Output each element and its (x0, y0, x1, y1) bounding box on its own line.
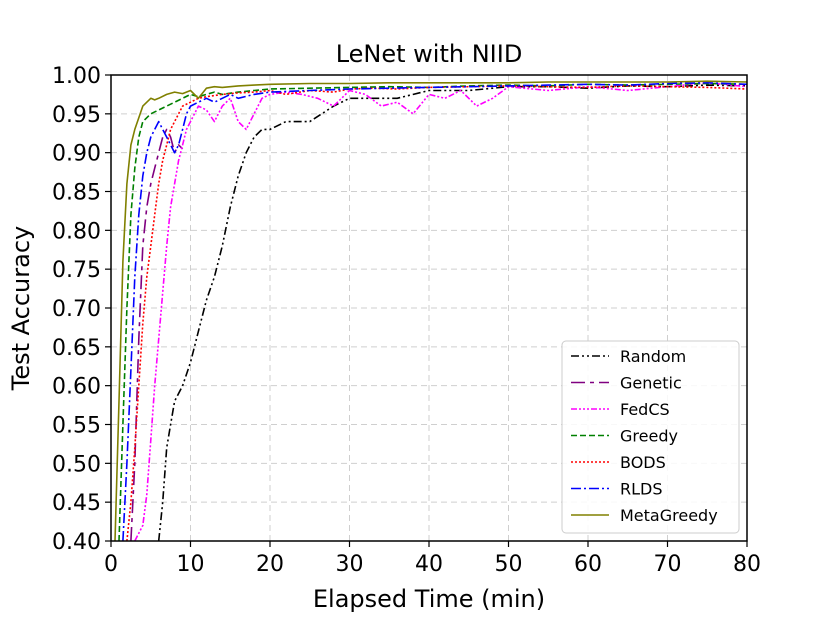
series-line-metagreedy (114, 80, 747, 541)
legend-label-random: Random (620, 347, 686, 366)
series-line-rlds (122, 82, 747, 541)
x-axis-title: Elapsed Time (min) (313, 585, 545, 613)
x-tick-label: 50 (495, 552, 523, 577)
x-tick-label: 10 (177, 552, 205, 577)
y-tick-label: 0.85 (52, 181, 101, 206)
y-axis-ticks: 0.40 0.45 0.50 0.55 0.60 0.65 0.70 0.75 0.80 0.85… (52, 64, 111, 555)
y-tick-label: 0.40 (52, 530, 101, 555)
x-tick-label: 60 (574, 552, 602, 577)
y-tick-label: 0.95 (52, 103, 101, 128)
y-tick-label: 0.50 (52, 452, 101, 477)
series-line-bods (126, 85, 747, 541)
series-lines (114, 80, 747, 541)
legend-label-metagreedy: MetaGreedy (620, 506, 718, 525)
y-tick-label: 0.45 (52, 491, 101, 516)
y-tick-label: 0.60 (52, 375, 101, 400)
x-tick-label: 80 (733, 552, 761, 577)
series-line-random (157, 84, 747, 541)
x-tick-label: 0 (104, 552, 118, 577)
legend-box (561, 340, 740, 534)
y-tick-label: 0.65 (52, 336, 101, 361)
x-tick-label: 30 (336, 552, 364, 577)
chart-title: LeNet with NIID (336, 40, 523, 68)
x-tick-label: 40 (415, 552, 443, 577)
x-axis-ticks: 0 10 20 30 40 50 60 70 80 (104, 541, 761, 577)
legend-label-greedy: Greedy (620, 427, 678, 446)
y-tick-label: 1.00 (52, 64, 101, 89)
y-tick-label: 0.75 (52, 258, 101, 283)
series-line-fedcs (134, 82, 747, 541)
y-tick-label: 0.70 (52, 297, 101, 322)
legend: Random Genetic FedCS Greedy BODS RLDS MetaGree… (561, 340, 740, 534)
y-tick-label: 0.55 (52, 414, 101, 439)
x-tick-label: 20 (256, 552, 284, 577)
series-line-genetic (130, 128, 184, 541)
y-tick-label: 0.80 (52, 219, 101, 244)
legend-label-bods: BODS (620, 453, 666, 472)
y-axis-title: Test Accuracy (7, 226, 35, 391)
legend-label-genetic: Genetic (620, 374, 682, 393)
y-tick-label: 0.90 (52, 142, 101, 167)
x-tick-label: 70 (654, 552, 682, 577)
legend-label-rlds: RLDS (620, 480, 663, 499)
legend-label-fedcs: FedCS (620, 400, 670, 419)
